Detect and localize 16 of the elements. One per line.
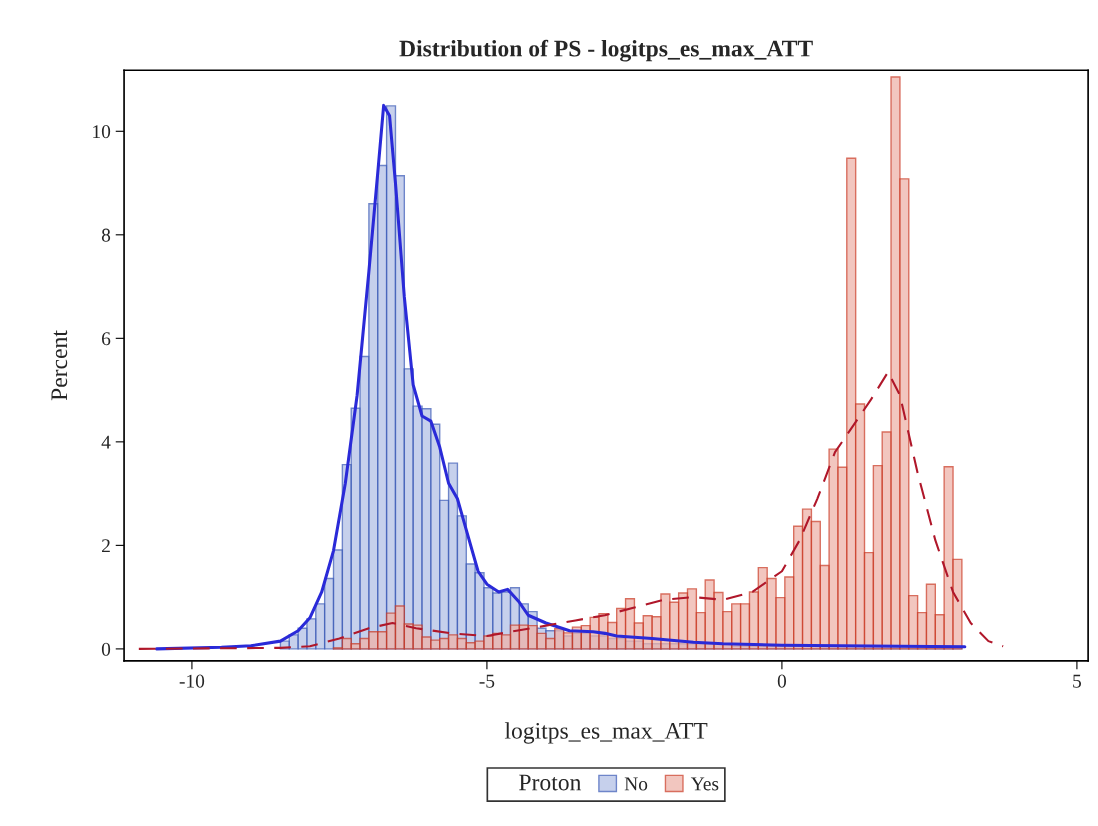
x-tick-label: -5 [479,674,495,688]
y-axis-title: Percent [51,330,68,401]
x-axis-title: logitps_es_max_ATT [504,722,708,744]
y-tick-label: 2 [102,539,110,553]
y-tick-label: 6 [101,332,111,346]
legend-title: Proton [519,774,582,791]
legend-label: No [624,777,648,791]
chart-title: Distribution of PS - logitps_es_max_ATT [399,39,813,62]
y-tick-label: 10 [93,125,111,139]
x-tick-label: -10 [179,674,205,688]
legend-label: Yes [690,777,719,791]
x-tick-label: 5 [1073,674,1082,688]
x-tick-label: 0 [777,674,787,688]
y-tick-label: 0 [101,642,111,656]
y-tick-label: 8 [101,228,111,242]
y-tick-label: 4 [101,435,111,449]
